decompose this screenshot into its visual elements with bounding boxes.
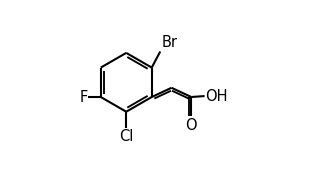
Text: Cl: Cl	[119, 129, 133, 144]
Text: Br: Br	[161, 34, 177, 50]
Text: F: F	[79, 90, 87, 105]
Text: OH: OH	[206, 89, 228, 103]
Text: O: O	[185, 118, 197, 133]
